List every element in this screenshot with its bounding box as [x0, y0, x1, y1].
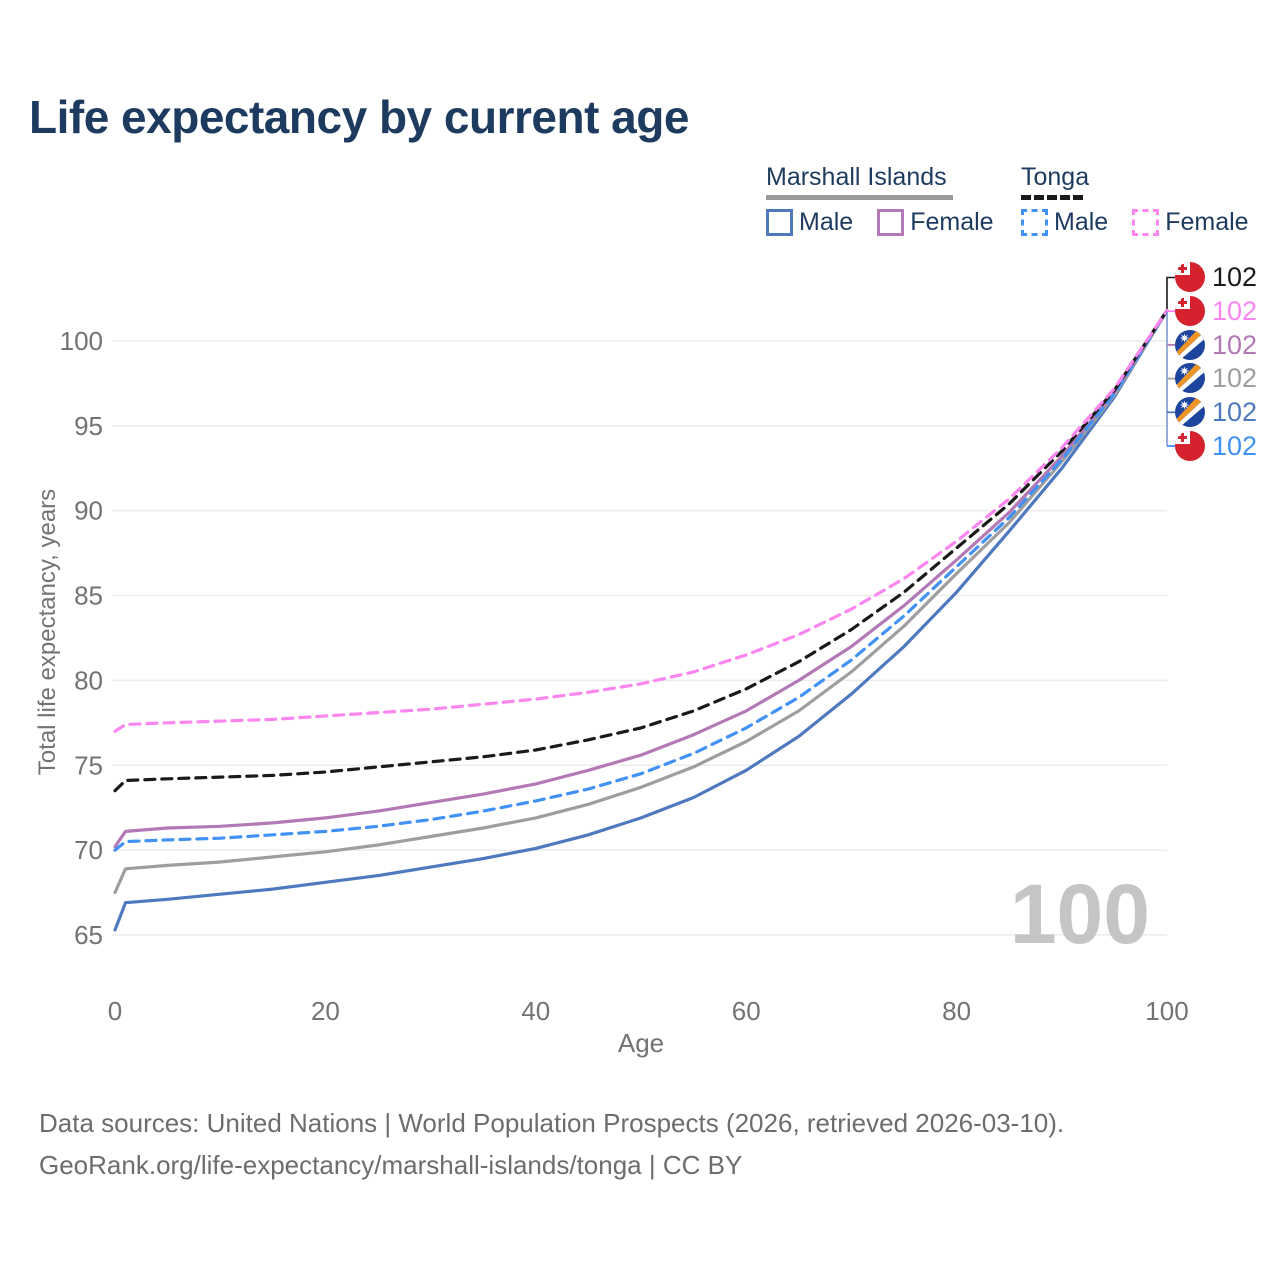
- end-label-marshall-all: 102: [1175, 363, 1257, 393]
- legend-items: Male Female: [1021, 208, 1249, 237]
- legend-item-label: Female: [910, 208, 994, 236]
- page-title: Life expectancy by current age: [29, 91, 689, 143]
- y-tick-label: 80: [74, 665, 103, 695]
- x-tick-label: 20: [311, 996, 340, 1026]
- x-tick-label: 80: [942, 996, 971, 1026]
- legend-item-marshall-female[interactable]: Female: [877, 208, 994, 237]
- dashed-line-swatch-icon: [1021, 209, 1048, 236]
- end-value: 102: [1212, 296, 1258, 326]
- attribution-note: GeoRank.org/life-expectancy/marshall-isl…: [39, 1150, 743, 1180]
- series-line[interactable]: Marshall Islands All: [113, 308, 1169, 895]
- legend-group-tonga: Tonga Male Female: [1021, 163, 1249, 237]
- y-tick-label: 70: [74, 835, 103, 865]
- end-value: 102: [1212, 431, 1258, 461]
- age-watermark: 100: [1009, 867, 1150, 961]
- end-label-tonga-female: 102: [1175, 296, 1257, 326]
- marshall-islands-flag-icon: [1175, 363, 1205, 393]
- y-tick-label: 85: [74, 581, 103, 611]
- tonga-flag-icon: [1175, 296, 1205, 326]
- tonga-flag-icon: [1175, 431, 1205, 461]
- series-line[interactable]: Tonga Male: [113, 308, 1169, 852]
- y-tick-label: 95: [74, 411, 103, 441]
- y-axis-title: Total life expectancy, years: [34, 488, 61, 776]
- legend-group-title: Tonga: [1021, 163, 1090, 191]
- legend-item-tonga-male[interactable]: Male: [1021, 208, 1108, 237]
- marshall-islands-flag-icon: [1175, 330, 1205, 360]
- end-value: 102: [1212, 330, 1258, 360]
- x-tick-label: 60: [732, 996, 761, 1026]
- end-label-marshall-male: 102: [1175, 397, 1257, 427]
- dashed-line-swatch-icon: [1132, 209, 1160, 236]
- y-tick-label: 100: [60, 326, 103, 356]
- end-value: 102: [1212, 363, 1258, 393]
- y-tick-label: 75: [74, 750, 103, 780]
- end-value: 102: [1212, 397, 1258, 427]
- series-line[interactable]: Tonga All: [113, 308, 1169, 793]
- legend-group-marshall-islands: Marshall Islands Male Female: [766, 163, 994, 237]
- legend-group-title: Marshall Islands: [766, 163, 947, 191]
- legend-item-marshall-male[interactable]: Male: [766, 208, 853, 237]
- end-label-tonga-all: 102: [1175, 262, 1257, 292]
- solid-line-swatch-icon: [766, 209, 793, 236]
- end-value: 102: [1212, 262, 1258, 292]
- legend-item-tonga-female[interactable]: Female: [1132, 208, 1249, 237]
- x-axis-title: Age: [617, 1028, 665, 1058]
- legend-item-label: Male: [799, 208, 854, 236]
- connector-line: [1166, 276, 1175, 309]
- x-tick-label: 40: [521, 996, 550, 1026]
- x-tick-label: 0: [108, 996, 122, 1026]
- solid-line-swatch-icon: [877, 209, 905, 236]
- y-tick-label: 90: [74, 496, 103, 526]
- legend-item-label: Female: [1165, 208, 1249, 236]
- series-line[interactable]: Tonga Female: [113, 308, 1169, 733]
- end-label-tonga-male: 102: [1175, 431, 1257, 461]
- tonga-line-sample: [1021, 195, 1083, 200]
- legend-items: Male Female: [766, 208, 994, 237]
- tonga-flag-icon: [1175, 262, 1205, 292]
- series-line[interactable]: Marshall Islands Male: [113, 308, 1169, 932]
- marshall-islands-flag-icon: [1175, 397, 1205, 427]
- marshall-islands-line-sample: [766, 195, 953, 200]
- x-tick-label: 100: [1145, 996, 1188, 1026]
- series-line[interactable]: Marshall Islands Female: [113, 308, 1169, 849]
- end-label-marshall-female: 102: [1175, 330, 1257, 360]
- data-source-note: Data sources: United Nations | World Pop…: [39, 1108, 1065, 1138]
- legend-item-label: Male: [1054, 208, 1109, 236]
- y-tick-label: 65: [74, 920, 103, 950]
